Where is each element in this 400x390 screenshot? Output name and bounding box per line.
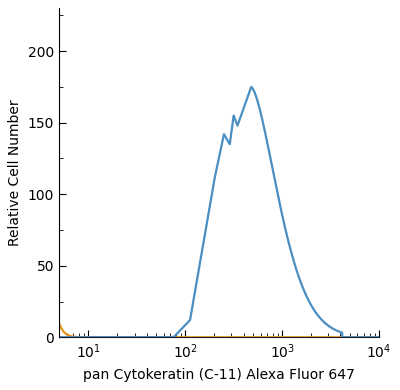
X-axis label: pan Cytokeratin (C-11) Alexa Fluor 647: pan Cytokeratin (C-11) Alexa Fluor 647 bbox=[83, 368, 355, 382]
Y-axis label: Relative Cell Number: Relative Cell Number bbox=[8, 99, 22, 246]
